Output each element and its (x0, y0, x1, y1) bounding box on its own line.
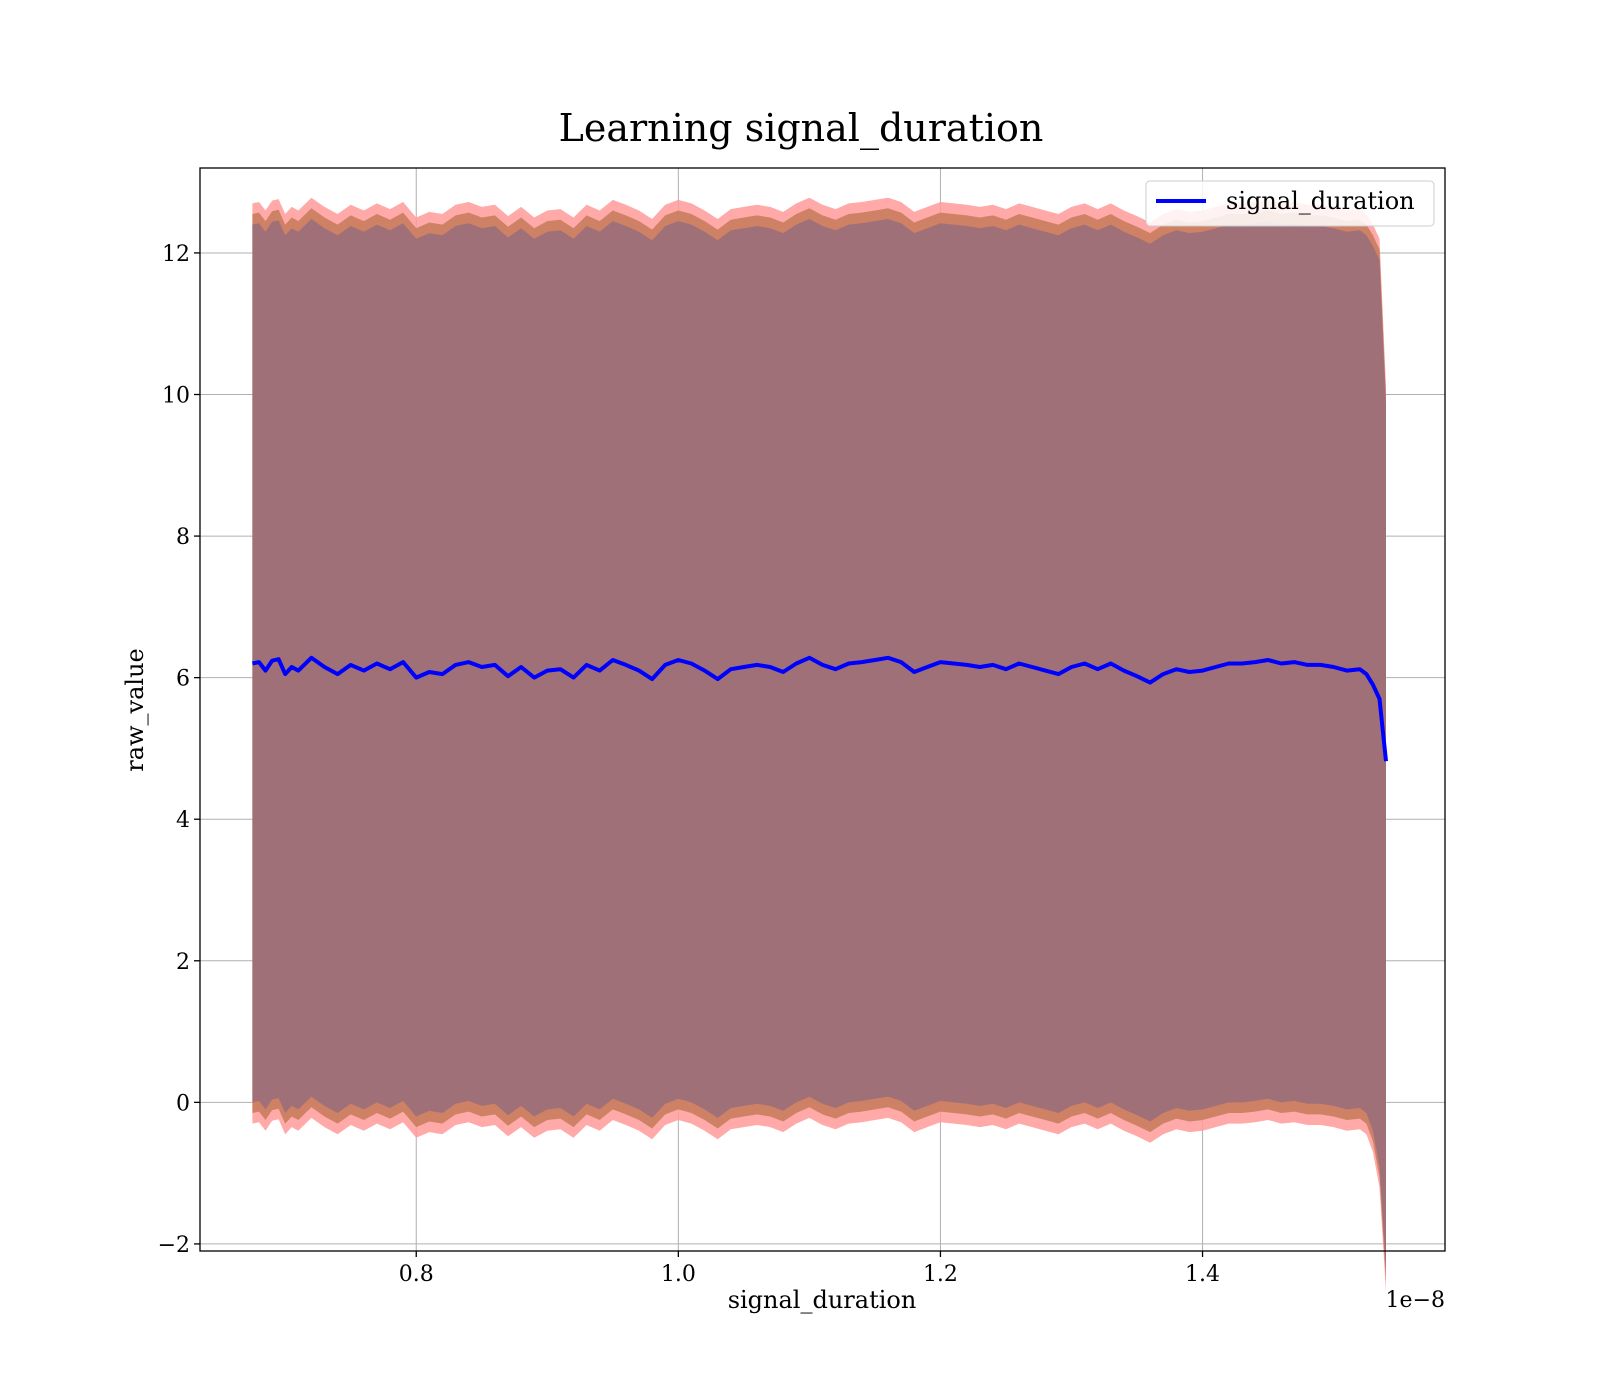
y-tick-label: 12 (162, 242, 190, 267)
y-axis-label: raw_value (121, 648, 149, 772)
y-tick-label: 4 (176, 808, 190, 833)
plot-area (200, 168, 1445, 1293)
y-tick-label: 6 (176, 667, 190, 692)
y-tick-label: 8 (176, 525, 190, 550)
x-tick-label: 0.8 (399, 1262, 434, 1287)
legend: signal_duration (1145, 180, 1435, 227)
legend-box (1145, 180, 1435, 227)
x-axis-label: signal_duration (728, 1286, 917, 1314)
x-tick-label: 1.4 (1185, 1262, 1220, 1287)
series-line-signal_duration (251, 655, 1388, 762)
legend-label: signal_duration (1226, 187, 1415, 215)
y-tick-label: 10 (162, 384, 190, 409)
confidence-band-3 (252, 219, 1386, 1271)
x-tick-label: 1.0 (661, 1262, 696, 1287)
x-offset-label: 1e−8 (1386, 1288, 1445, 1313)
chart-title: Learning signal_duration (559, 106, 1044, 151)
y-tick-label: 0 (176, 1091, 190, 1116)
y-tick-label: −2 (158, 1233, 190, 1258)
ticks: 0.8 1.0 1.2 1.4 −2 0 2 4 6 8 10 12 (158, 242, 1220, 1287)
plot-frame (199, 167, 1446, 1252)
x-tick-label: 1.2 (923, 1262, 958, 1287)
y-tick-label: 2 (176, 950, 190, 975)
